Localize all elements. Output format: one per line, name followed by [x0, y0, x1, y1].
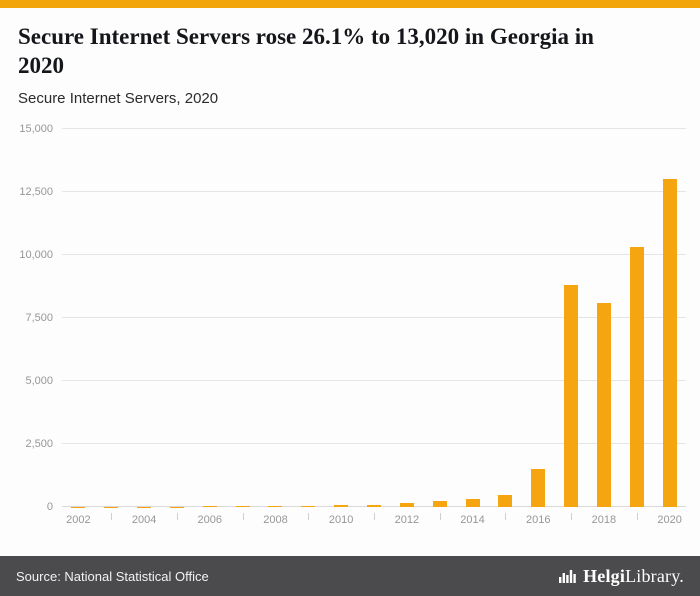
x-axis-label: 2002 [66, 513, 91, 526]
logo-text-regular: Library [625, 565, 680, 586]
y-axis-label: 7,500 [25, 311, 53, 324]
x-axis-tick-cell [620, 512, 653, 530]
footer: Source: National Statistical Office Helg… [0, 556, 700, 596]
x-axis: 2002 2004 2006 2008 2010 2012 2014 2016 2018 2020 [62, 512, 686, 530]
bars-row [62, 129, 686, 507]
bar-column [555, 129, 588, 507]
bar [465, 498, 480, 507]
x-axis-tick-cell [226, 512, 259, 530]
helgi-library-logo[interactable]: HelgiLibrary. [559, 566, 684, 587]
bar-column [259, 129, 292, 507]
bar-column [423, 129, 456, 507]
source-text: Source: National Statistical Office [16, 568, 209, 584]
x-axis-tick-cell [292, 512, 325, 530]
gridline [62, 190, 686, 192]
bar [531, 469, 546, 507]
chart-subtitle: Secure Internet Servers, 2020 [18, 89, 219, 107]
bar-column [62, 129, 95, 507]
x-axis-tick [242, 512, 244, 520]
bar [235, 506, 250, 507]
y-axis-label: 12,500 [19, 185, 53, 198]
bar [498, 495, 513, 507]
x-axis-label: 2014 [460, 513, 485, 526]
bar [268, 506, 283, 507]
x-axis-label: 2010 [328, 513, 354, 526]
bar [399, 503, 414, 507]
top-accent-bar [0, 0, 700, 8]
bar-column [128, 129, 161, 507]
x-axis-label: 2006 [197, 513, 223, 526]
bar-column [390, 129, 423, 507]
x-axis-label: 2018 [591, 513, 617, 526]
x-axis-tick [308, 512, 310, 520]
x-axis-tick-cell [423, 512, 456, 530]
plot-area: 0 2,500 5,000 7,500 10,000 12,500 15,000 [19, 123, 686, 513]
bar-column [325, 129, 358, 507]
bar-column [358, 129, 391, 507]
x-axis-tick [505, 512, 507, 520]
x-axis-label: 2004 [131, 513, 157, 526]
bar-chart-icon [559, 569, 576, 583]
bar [432, 501, 447, 507]
bar-column [489, 129, 522, 507]
x-axis-tick-cell [161, 512, 194, 530]
gridline [62, 379, 686, 381]
x-axis-tick [374, 512, 376, 520]
x-axis-tick-cell [489, 512, 522, 530]
bar [564, 285, 579, 507]
chart-title: Secure Internet Servers rose 26.1% to 13… [18, 24, 594, 78]
bar-column [292, 129, 325, 507]
x-axis-tick [636, 512, 638, 520]
bar-column [653, 129, 686, 507]
x-axis-label: 2016 [525, 513, 551, 526]
x-axis-tick [571, 512, 573, 520]
bar-chart: 0 2,500 5,000 7,500 10,000 12,500 15,000 2002 2… [0, 107, 700, 556]
x-axis-tick [176, 512, 178, 520]
y-axis-label: 2,500 [25, 437, 53, 450]
y-axis-label: 5,000 [25, 374, 53, 387]
x-axis-label: 2020 [657, 513, 682, 526]
bar-column [193, 129, 226, 507]
bar [596, 302, 611, 507]
bar [662, 178, 677, 507]
x-axis-tick-cell [555, 512, 588, 530]
y-axis-label: 0 [46, 500, 53, 513]
bar [367, 504, 382, 507]
x-axis-label: 2008 [263, 513, 288, 526]
logo-text-bold: Helgi [583, 565, 626, 586]
y-axis-label: 10,000 [19, 248, 53, 261]
y-axis-label: 15,000 [19, 122, 53, 135]
bar [629, 246, 644, 507]
gridline [62, 316, 686, 318]
bar [334, 505, 349, 507]
bar-column [522, 129, 555, 507]
x-axis-label: 2012 [394, 513, 420, 526]
gridline [62, 127, 686, 129]
bar-column [456, 129, 489, 507]
logo-text: HelgiLibrary. [583, 566, 684, 587]
x-axis-tick-cell [95, 512, 128, 530]
bar [301, 505, 316, 507]
x-axis-tick [111, 512, 113, 520]
x-axis-tick [439, 512, 441, 520]
bar-column [588, 129, 621, 507]
bar-column [226, 129, 259, 507]
logo-text-mark: . [679, 565, 684, 586]
gridline [62, 253, 686, 255]
gridline [62, 442, 686, 444]
bar-column [95, 129, 128, 507]
header: Secure Internet Servers rose 26.1% to 13… [0, 8, 700, 107]
x-axis-tick-cell [358, 512, 391, 530]
bar-column [620, 129, 653, 507]
bar-column [161, 129, 194, 507]
